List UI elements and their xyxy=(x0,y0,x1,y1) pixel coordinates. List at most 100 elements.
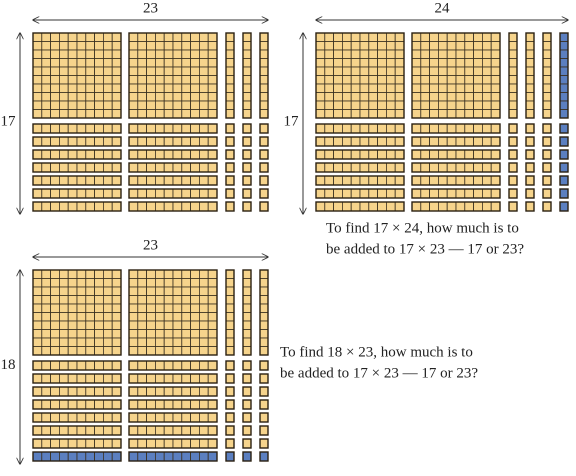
unit-cell xyxy=(76,49,87,59)
unit-cell xyxy=(172,149,183,160)
unit-cell xyxy=(190,49,200,59)
unit-cell xyxy=(359,162,370,173)
block-outline xyxy=(559,136,569,147)
unit-cell xyxy=(207,399,218,410)
unit-cell xyxy=(32,201,43,212)
unit-cell xyxy=(225,373,235,384)
unit-cell xyxy=(94,175,104,186)
unit-cell xyxy=(85,188,96,199)
unit-cell xyxy=(181,320,192,330)
unit-cell xyxy=(85,337,96,347)
block-outline xyxy=(128,162,218,173)
unit-cell xyxy=(32,346,43,356)
highlight-cell xyxy=(50,451,60,462)
unit-cell xyxy=(76,329,87,339)
unit-cell xyxy=(128,109,139,119)
unit-cell xyxy=(411,188,422,199)
unit-cell xyxy=(146,399,156,410)
unit-cell xyxy=(190,100,200,110)
unit-cell xyxy=(508,83,518,93)
unit-cell xyxy=(111,286,122,296)
unit-cell xyxy=(67,149,78,160)
unit-cell xyxy=(377,66,387,76)
unit-cell xyxy=(85,425,96,436)
block-outline xyxy=(411,162,501,173)
unit-cell xyxy=(225,32,235,42)
block-outline xyxy=(508,201,518,212)
unit-cell xyxy=(429,58,439,68)
unit-cell xyxy=(111,346,122,356)
unit-cell xyxy=(341,188,352,199)
unit-cell xyxy=(50,438,60,449)
unit-cell xyxy=(225,303,235,313)
unit-cell xyxy=(490,188,501,199)
unit-cell xyxy=(324,41,334,51)
block-outline xyxy=(259,136,269,147)
unit-cell xyxy=(420,49,430,59)
unit-cell xyxy=(333,123,343,134)
unit-cell xyxy=(172,109,183,119)
unit-cell xyxy=(67,41,78,51)
unit-cell xyxy=(198,312,209,322)
unit-cell xyxy=(207,373,218,384)
unit-cell xyxy=(508,201,518,212)
unit-cell xyxy=(473,66,483,76)
unit-cell xyxy=(464,32,474,42)
unit-cell xyxy=(429,149,439,160)
unit-cell xyxy=(59,83,69,93)
unit-cell xyxy=(411,201,422,212)
unit-cell xyxy=(464,201,474,212)
unit-cell xyxy=(207,83,218,93)
unit-cell xyxy=(198,41,209,51)
unit-cell xyxy=(163,75,174,85)
unit-cell xyxy=(103,269,113,279)
unit-cell xyxy=(341,136,352,147)
unit-cell xyxy=(67,175,78,186)
unit-cell xyxy=(242,438,252,449)
unit-cell xyxy=(146,49,156,59)
unit-cell xyxy=(420,32,430,42)
unit-cell xyxy=(377,41,387,51)
unit-cell xyxy=(198,425,209,436)
unit-cell xyxy=(525,123,535,134)
unit-cell xyxy=(324,201,334,212)
block-outline xyxy=(259,451,269,462)
unit-cell xyxy=(172,295,183,305)
unit-cell xyxy=(103,123,113,134)
unit-cell xyxy=(242,360,252,371)
unit-cell xyxy=(128,66,139,76)
unit-cell xyxy=(32,136,43,147)
unit-cell xyxy=(259,269,269,279)
unit-cell xyxy=(163,386,174,397)
unit-cell xyxy=(377,83,387,93)
block-outline xyxy=(315,123,405,134)
block-outline xyxy=(242,269,252,356)
unit-cell xyxy=(225,337,235,347)
unit-cell xyxy=(181,109,192,119)
unit-cell xyxy=(542,41,552,51)
unit-cell xyxy=(490,175,501,186)
unit-cell xyxy=(32,109,43,119)
unit-cell xyxy=(146,329,156,339)
unit-cell xyxy=(85,303,96,313)
unit-cell xyxy=(359,41,370,51)
unit-cell xyxy=(542,32,552,42)
unit-cell xyxy=(190,32,200,42)
highlight-cell xyxy=(559,32,569,42)
unit-cell xyxy=(437,92,448,102)
block-outline xyxy=(225,269,235,356)
unit-cell xyxy=(429,201,439,212)
unit-cell xyxy=(464,49,474,59)
unit-cell xyxy=(59,162,69,173)
unit-cell xyxy=(385,100,396,110)
unit-cell xyxy=(446,149,457,160)
unit-cell xyxy=(111,175,122,186)
unit-cell xyxy=(41,286,51,296)
unit-cell xyxy=(76,175,87,186)
unit-cell xyxy=(368,66,378,76)
block-outline xyxy=(259,32,269,119)
unit-cell xyxy=(259,41,269,51)
unit-cell xyxy=(324,149,334,160)
unit-cell xyxy=(103,286,113,296)
unit-cell xyxy=(198,175,209,186)
